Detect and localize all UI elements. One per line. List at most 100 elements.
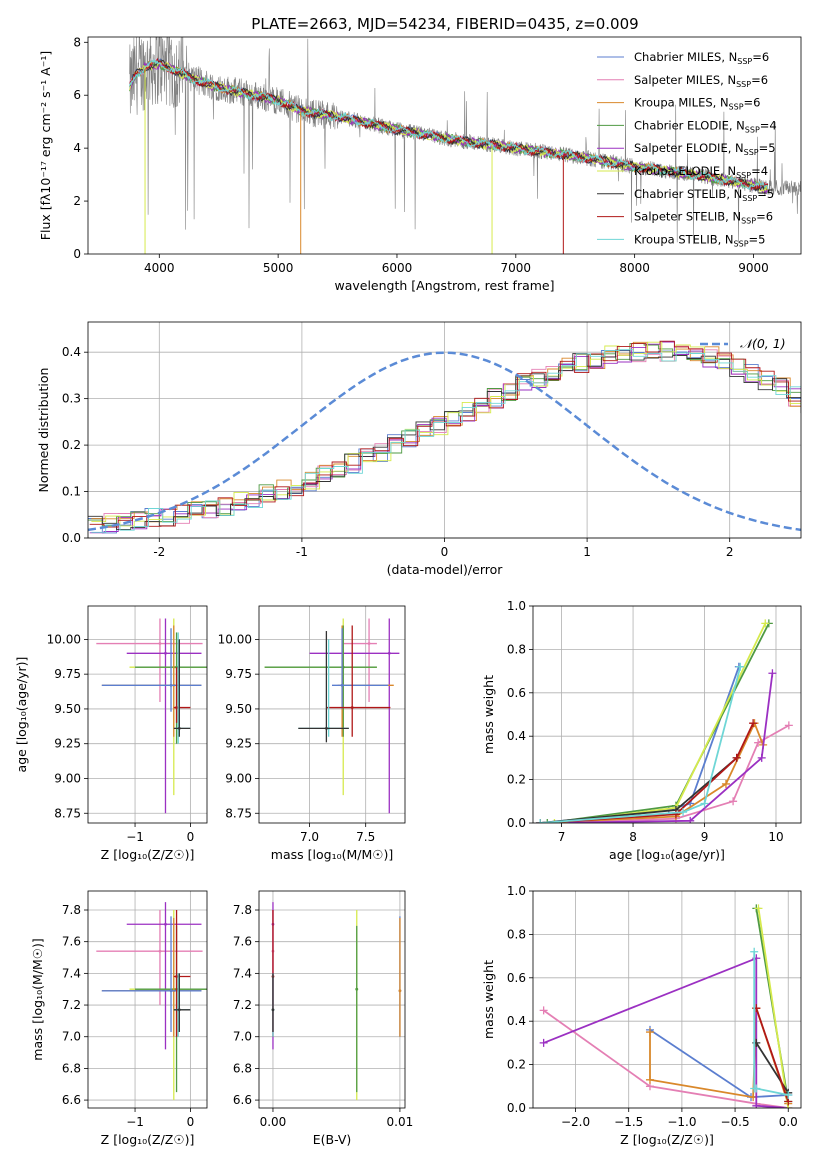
- y-tick-label: 4: [73, 141, 81, 155]
- x-tick-label: 0: [187, 1115, 195, 1129]
- legend-name: Chabrier MILES, N: [634, 50, 737, 64]
- y-tick-label: 10.00: [218, 632, 252, 646]
- legend-sub: SSP: [737, 57, 752, 66]
- y-tick-label: 7.0: [233, 1030, 252, 1044]
- legend-sub: SSP: [745, 125, 760, 134]
- y-tick-label: 9.00: [54, 771, 81, 785]
- legend-name: Chabrier STELIB, N: [634, 187, 742, 201]
- axes-frame: [87, 605, 208, 824]
- series-marker-kroupa_stelib: [736, 662, 745, 671]
- legend-label-normal: 𝒩(0, 1): [740, 336, 786, 351]
- x-axis-label: Z [log₁₀(Z/Z☉)]: [101, 847, 195, 862]
- series-line-kroupa_elodie: [757, 908, 790, 1108]
- y-tick-label: 0.4: [507, 729, 526, 743]
- legend-n: =4: [760, 118, 777, 132]
- axes-frame: [87, 36, 802, 255]
- data-point-chabrier_stelib: [177, 727, 181, 730]
- y-tick-label: 0.0: [62, 531, 81, 545]
- x-axis-label: (data-model)/error: [387, 562, 504, 577]
- y-tick-label: 0.2: [507, 1058, 526, 1072]
- y-axis-label: age [log₁₀(age/yr)]: [14, 657, 29, 773]
- y-tick-label: 7.2: [62, 998, 81, 1012]
- y-axis-label: mass weight: [481, 675, 496, 754]
- legend-label-kroupa_stelib: Kroupa STELIB, NSSP=5: [634, 232, 765, 248]
- data-point-salpeter_miles: [158, 642, 162, 645]
- y-tick-label: 0.4: [62, 345, 81, 359]
- age_vs_mass-plot-area: [264, 618, 400, 814]
- series-marker-salpeter_stelib: [671, 810, 680, 819]
- y-tick-label: 6.6: [62, 1093, 81, 1107]
- y-tick-label: 10.00: [47, 632, 81, 646]
- model-spectrum-salpeter_stelib: [129, 57, 769, 191]
- series-marker-kroupa_stelib: [536, 819, 545, 823]
- series-line-salpeter_miles: [543, 1009, 789, 1108]
- x-axis-label: E(B-V): [313, 1132, 352, 1147]
- x-axis-label: Z [log₁₀(Z/Z☉)]: [101, 1132, 195, 1147]
- x-tick-label: 2: [726, 545, 734, 559]
- y-tick-label: 0.0: [507, 1101, 526, 1115]
- spectrum-plot-area: [129, 37, 801, 254]
- legend-name: Kroupa STELIB, N: [634, 232, 734, 246]
- data-point-salpeter_stelib: [350, 706, 354, 709]
- weight_vs_Z-panel: −2.0 −1.5 −1.0 −0.5 0.0 0.0 0.2 0.4 0.6 0.8 1.0 Z […: [481, 884, 802, 1147]
- y-tick-label: 7.8: [233, 903, 252, 917]
- series-line-chabrier_elodie: [547, 622, 770, 823]
- mass_vs_Z-plot-area: [96, 902, 207, 1101]
- x-tick-label: 0: [187, 830, 195, 844]
- age_vs_Z-panel: −1 0 8.75 9.00 9.25 9.50 9.75 10.00 Z [log₁₀(Z/Z…: [14, 605, 208, 862]
- series-marker-kroupa_elodie: [761, 619, 770, 628]
- series-marker-salpeter_stelib: [732, 753, 741, 762]
- x-tick-label: 4000: [144, 261, 175, 275]
- data-point-salpeter_stelib: [175, 706, 178, 709]
- y-tick-label: 6.8: [62, 1061, 81, 1075]
- y-tick-label: 2: [73, 194, 81, 208]
- series-line-salpeter_stelib: [755, 1007, 790, 1102]
- series-marker-chabrier_elodie: [543, 819, 552, 823]
- axes-frame: [87, 321, 802, 539]
- series-marker-salpeter_elodie: [768, 669, 777, 678]
- x-axis-label: mass [log₁₀(M/M☉)]: [271, 847, 393, 862]
- x-tick-label: 8000: [619, 261, 650, 275]
- histogram-kroupa_stelib: [91, 349, 801, 533]
- figure-title: PLATE=2663, MJD=54234, FIBERID=0435, z=0…: [251, 15, 638, 33]
- y-tick-label: 9.75: [54, 667, 81, 681]
- legend-label-chabrier_miles: Chabrier MILES, NSSP=6: [634, 50, 769, 66]
- x-tick-label: 7: [558, 830, 566, 844]
- x-tick-label: −1.0: [667, 1115, 696, 1129]
- data-point-chabrier_miles: [169, 683, 173, 687]
- weight_vs_age-panel: 7 8 9 10 0.0 0.2 0.4 0.6 0.8 1.0 age [log₁₀(age/yr…: [481, 599, 802, 862]
- series-marker-salpeter_miles: [539, 1006, 548, 1015]
- y-tick-label: 6.6: [233, 1093, 252, 1107]
- x-tick-label: 7.0: [300, 830, 319, 844]
- series-marker-kroupa_miles: [721, 779, 730, 788]
- weight_vs_Z-plot-area: [539, 904, 793, 1108]
- data-point-salpeter_stelib: [175, 975, 178, 978]
- x-tick-label: 0.01: [387, 1115, 414, 1129]
- axes-frame: [87, 890, 208, 1109]
- y-tick-label: 7.0: [62, 1030, 81, 1044]
- legend-sub: SSP: [736, 171, 751, 180]
- y-tick-label: 9.25: [225, 737, 252, 751]
- legend-name: Kroupa ELODIE, N: [634, 164, 736, 178]
- series-marker-kroupa_elodie: [550, 819, 559, 823]
- axes-frame: [532, 605, 802, 824]
- legend-label-salpeter_elodie: Salpeter ELODIE, NSSP=5: [634, 141, 776, 157]
- data-point-chabrier_stelib: [177, 1008, 181, 1012]
- legend-sub: SSP: [742, 194, 757, 203]
- legend-sub: SSP: [729, 103, 744, 112]
- y-tick-label: 8.75: [225, 806, 252, 820]
- x-tick-label: 1: [583, 545, 591, 559]
- legend-label-salpeter_miles: Salpeter MILES, NSSP=6: [634, 73, 768, 89]
- y-tick-label: 0.8: [507, 927, 526, 941]
- data-point-salpeter_miles: [158, 949, 162, 953]
- mass_vs_Z-panel: −1 0 6.6 6.8 7.0 7.2 7.4 7.6 7.8 Z [log₁₀(Z/Z☉)] m…: [30, 890, 208, 1147]
- x-axis-label: wavelength [Angstrom, rest frame]: [334, 278, 554, 293]
- x-tick-label: 0: [441, 545, 449, 559]
- legend-sub: SSP: [736, 80, 751, 89]
- series-marker-kroupa_miles: [645, 1028, 654, 1037]
- data-point-salpeter_elodie: [387, 651, 391, 655]
- y-tick-label: 0.6: [507, 686, 526, 700]
- data-point-kroupa_miles: [398, 989, 402, 993]
- axes-frame: [532, 890, 802, 1109]
